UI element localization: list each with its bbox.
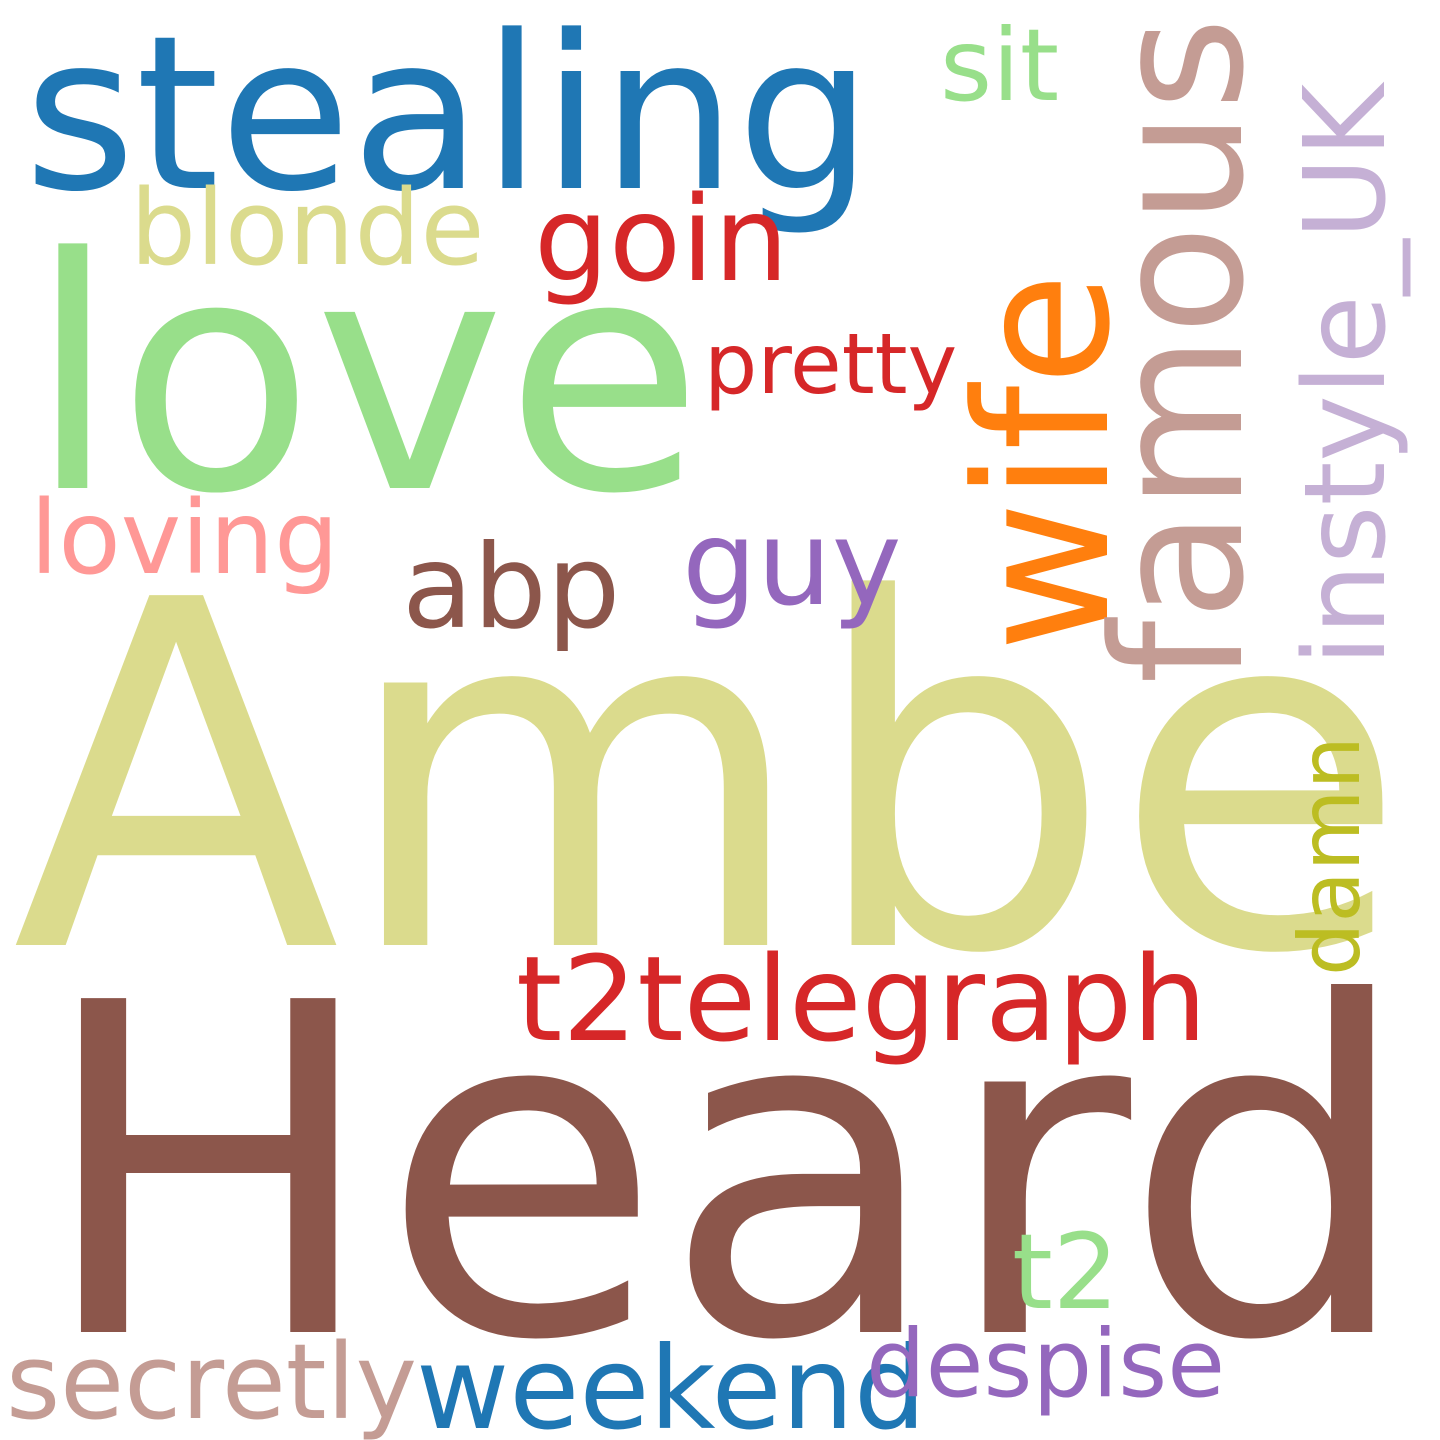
word-secretly: secretly: [6, 1321, 418, 1440]
word-stealing: stealing: [24, 0, 873, 239]
word-instyle-uk: instyle_UK: [1281, 83, 1411, 666]
word-pretty: pretty: [704, 315, 958, 413]
word-weekend: weekend: [416, 1322, 927, 1440]
word-amber: Amber: [12, 500, 1440, 1059]
word-t2: t2: [1012, 1211, 1119, 1333]
word-loving: loving: [30, 479, 339, 598]
word-sit: sit: [940, 7, 1060, 124]
word-love: love: [28, 189, 704, 564]
word-blonde: blonde: [130, 167, 485, 289]
word-heard: Heard: [36, 908, 1414, 1440]
word-abp: abp: [402, 520, 621, 655]
word-damn: damn: [1281, 736, 1379, 976]
word-t2telegraph: t2telegraph: [516, 930, 1208, 1068]
word-guy: guy: [682, 494, 902, 632]
word-famous: famous: [1075, 16, 1284, 684]
word-despise: despise: [866, 1310, 1226, 1419]
word-goin: goin: [534, 170, 789, 308]
